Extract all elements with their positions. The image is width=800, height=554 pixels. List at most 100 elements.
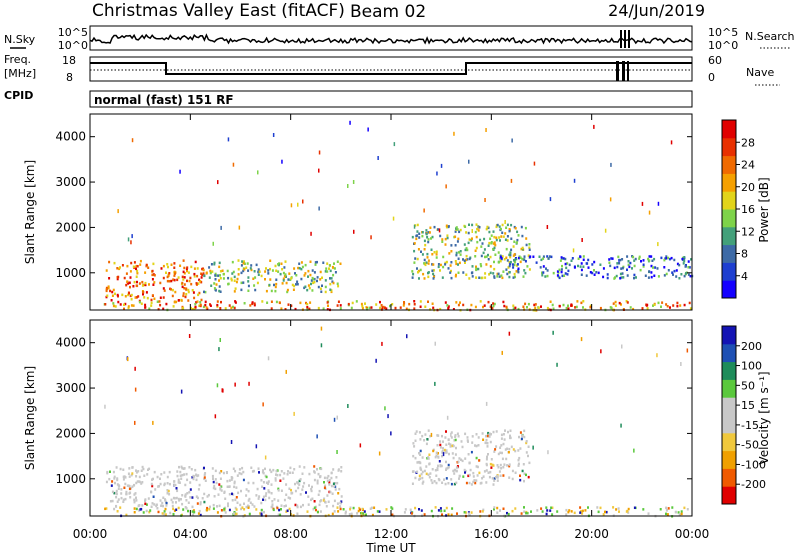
freq-label: Freq. (4, 53, 31, 66)
echo-pixel (501, 276, 504, 280)
echo-pixel (508, 271, 511, 274)
echo-pixel (499, 446, 502, 449)
echo-pixel (474, 444, 476, 447)
echo-pixel (573, 178, 576, 183)
echo-pixel (132, 304, 135, 307)
echo-pixel (247, 506, 250, 509)
echo-pixel (168, 482, 171, 486)
echo-pixel (316, 468, 318, 471)
echo-pixel (439, 440, 442, 443)
echo-pixel (501, 457, 504, 461)
echo-pixel (156, 475, 159, 479)
echo-pixel (471, 265, 474, 268)
echo-pixel (173, 278, 176, 282)
echo-pixel (532, 255, 535, 258)
echo-pixel (280, 489, 283, 492)
echo-pixel (183, 287, 186, 290)
echo-pixel (209, 271, 212, 275)
echo-pixel (264, 455, 267, 460)
echo-pixel (487, 431, 490, 435)
echo-pixel (475, 267, 478, 270)
echo-pixel (526, 511, 529, 515)
echo-pixel (134, 492, 137, 495)
echo-pixel (597, 510, 600, 514)
echo-pixel (375, 303, 378, 306)
echo-pixel (444, 451, 447, 454)
echo-pixel (450, 431, 453, 434)
echo-pixel (170, 498, 173, 502)
echo-pixel (457, 257, 460, 260)
echo-pixel (153, 297, 156, 300)
echo-pixel (254, 288, 257, 292)
echo-pixel (189, 481, 192, 484)
echo-pixel (185, 288, 188, 291)
echo-pixel (487, 226, 490, 230)
echo-pixel (444, 482, 447, 486)
echo-pixel (577, 264, 579, 268)
echo-pixel (270, 300, 273, 303)
echo-pixel (242, 262, 245, 265)
echo-pixel (293, 468, 296, 471)
echo-pixel (537, 306, 540, 309)
echo-pixel (231, 499, 234, 502)
echo-pixel (499, 451, 502, 454)
echo-pixel (332, 468, 335, 471)
echo-pixel (247, 289, 250, 292)
echo-pixel (471, 271, 474, 274)
echo-pixel (560, 268, 563, 271)
echo-pixel (245, 488, 248, 491)
echo-pixel (340, 495, 343, 498)
echo-pixel (116, 267, 119, 270)
echo-pixel (236, 277, 239, 281)
echo-pixel (162, 287, 165, 290)
echo-pixel (146, 296, 149, 300)
echo-pixel (277, 513, 280, 517)
echo-pixel (275, 278, 278, 281)
echo-pixel (138, 509, 141, 512)
echo-pixel (271, 269, 274, 272)
echo-pixel (153, 503, 156, 506)
echo-pixel (328, 481, 331, 484)
echo-pixel (416, 234, 419, 237)
echo-pixel (507, 451, 510, 454)
echo-pixel (264, 278, 266, 281)
echo-pixel (171, 288, 174, 292)
echo-pixel (200, 272, 203, 275)
echo-pixel (130, 293, 133, 297)
echo-pixel (414, 476, 417, 480)
echo-pixel (421, 253, 424, 256)
echo-pixel (493, 235, 496, 239)
echo-pixel (518, 456, 521, 460)
echo-pixel (150, 490, 153, 494)
echo-pixel (426, 236, 429, 239)
echo-pixel (421, 482, 424, 485)
echo-pixel (135, 471, 138, 474)
echo-pixel (485, 462, 488, 466)
echo-pixel (322, 307, 325, 310)
echo-pixel (486, 445, 489, 448)
echo-pixel (673, 258, 676, 262)
echo-pixel (270, 492, 273, 495)
echo-pixel (454, 435, 457, 438)
echo-pixel (558, 276, 561, 280)
echo-pixel (687, 273, 690, 276)
echo-pixel (546, 509, 549, 512)
echo-pixel (145, 263, 148, 267)
echo-pixel (626, 274, 629, 277)
echo-pixel (228, 479, 231, 482)
echo-pixel (134, 420, 136, 425)
echo-pixel (493, 275, 496, 278)
echo-pixel (265, 267, 267, 270)
echo-pixel (517, 270, 520, 274)
echo-pixel (498, 470, 501, 473)
echo-pixel (220, 300, 222, 304)
time-tick-label: 08:00 (273, 527, 308, 541)
echo-pixel (192, 509, 195, 512)
echo-pixel (524, 226, 527, 230)
echo-pixel (576, 300, 579, 303)
echo-pixel (127, 306, 130, 310)
echo-pixel (435, 474, 438, 477)
echo-pixel (670, 256, 673, 260)
echo-pixel (486, 434, 489, 438)
echo-pixel (427, 457, 430, 460)
